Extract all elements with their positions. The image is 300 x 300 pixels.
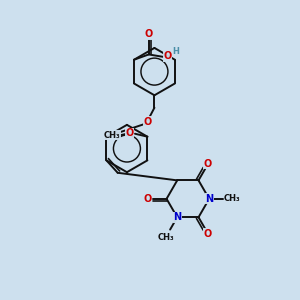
Text: O: O [145, 29, 153, 39]
Text: N: N [205, 194, 213, 204]
Text: O: O [143, 117, 152, 127]
Text: CH₃: CH₃ [224, 194, 241, 203]
Text: N: N [173, 212, 181, 222]
Text: O: O [204, 159, 212, 169]
Text: CH₃: CH₃ [103, 131, 120, 140]
Text: O: O [143, 194, 152, 204]
Text: O: O [204, 229, 212, 239]
Text: O: O [163, 51, 172, 61]
Text: CH₃: CH₃ [158, 233, 174, 242]
Text: O: O [125, 128, 134, 138]
Text: H: H [172, 47, 179, 56]
